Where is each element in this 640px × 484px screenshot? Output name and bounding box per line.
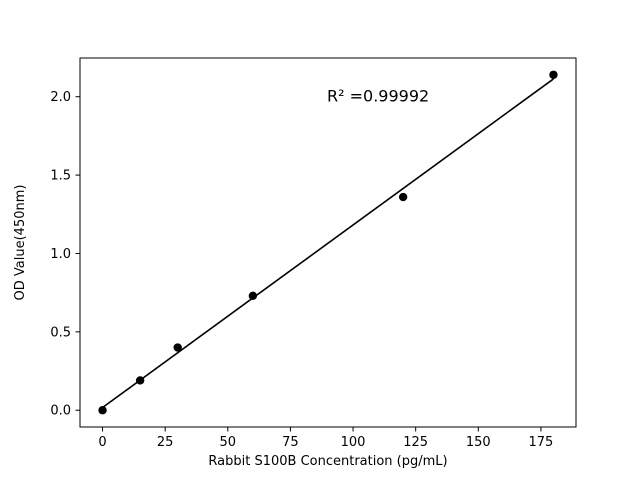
data-point [398,192,408,202]
y-tick-label: 1.0 [50,247,71,262]
x-tick-label: 50 [220,435,237,450]
data-point [248,291,258,300]
x-tick-label: 100 [341,435,366,450]
x-tick-label: 0 [98,435,106,450]
y-tick-label: 1.5 [50,169,71,184]
trendline [102,78,554,409]
data-point [173,343,182,352]
x-axis-label: Rabbit S100B Concentration (pg/mL) [208,454,447,469]
plot-border [79,57,577,428]
y-tick-label: 0.5 [50,325,71,340]
y-tick-label: 2.0 [50,90,71,105]
x-tick-label: 75 [282,435,299,450]
r-squared-annotation: R² =0.99992 [327,86,429,105]
y-tick-label: 0.0 [50,404,71,419]
data-point [135,376,145,385]
x-tick-label: 25 [157,435,174,450]
x-tick-label: 175 [529,435,554,450]
x-tick-label: 150 [466,435,491,450]
x-tick-label: 125 [403,435,428,450]
y-axis-label: OD Value(450nm) [13,185,28,301]
data-point [549,70,558,79]
data-point [98,406,107,415]
